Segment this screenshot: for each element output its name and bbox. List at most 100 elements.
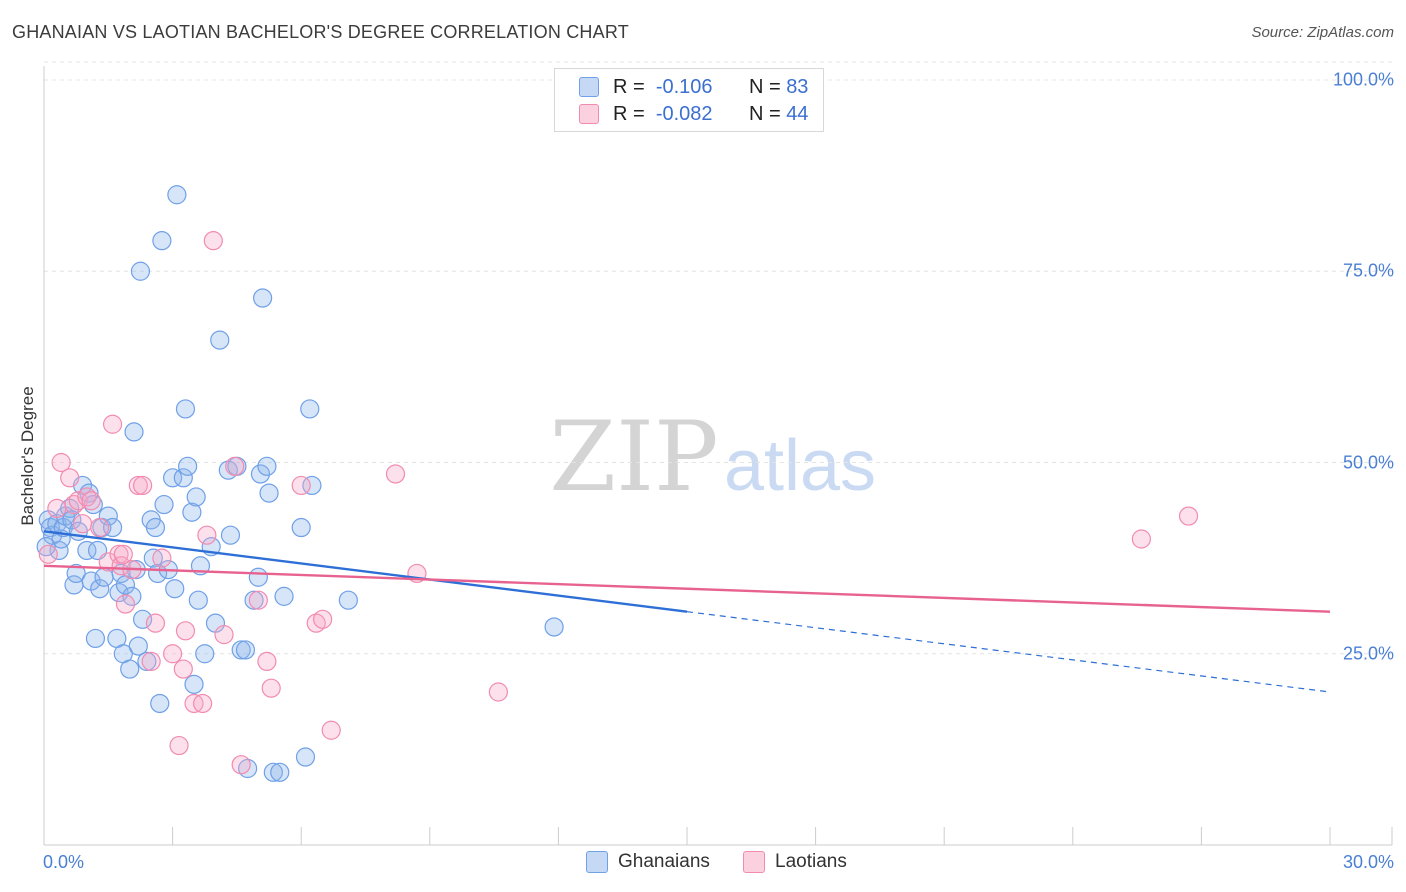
- point-ghanaians: [154, 494, 174, 515]
- point-laotians: [488, 682, 508, 702]
- point-laotians: [145, 613, 166, 633]
- y-tick-label: 50.0%: [1342, 452, 1394, 472]
- watermark-zip: ZIP: [549, 401, 718, 513]
- point-laotians: [248, 590, 268, 610]
- y-tick-label: 75.0%: [1342, 260, 1394, 281]
- legend-r-label: R =: [613, 102, 645, 125]
- point-laotians: [111, 556, 131, 576]
- point-laotians: [385, 464, 406, 484]
- legend-r-label: R =: [613, 75, 645, 98]
- y-tick-label: 25.0%: [1342, 643, 1394, 664]
- point-laotians: [47, 498, 67, 518]
- watermark-atlas: atlas: [724, 426, 876, 506]
- point-ghanaians: [152, 231, 172, 251]
- point-laotians: [175, 621, 196, 641]
- series-legend: Ghanaians Laotians: [0, 851, 1406, 877]
- point-laotians: [115, 594, 136, 614]
- point-laotians: [152, 548, 172, 568]
- point-ghanaians: [184, 674, 204, 694]
- point-laotians: [231, 755, 251, 775]
- point-ghanaians: [167, 185, 187, 205]
- point-ghanaians: [544, 617, 564, 637]
- point-laotians: [38, 544, 58, 564]
- source-label: Source: ZipAtlas.com: [1251, 24, 1394, 41]
- point-ghanaians: [175, 399, 196, 419]
- axes: [43, 66, 1393, 846]
- legend-n-value: 83: [786, 75, 809, 98]
- legend-row-laotians: R = -0.082 N = 44: [579, 101, 808, 127]
- point-laotians: [203, 231, 223, 251]
- point-ghanaians: [250, 464, 271, 484]
- point-laotians: [72, 514, 93, 534]
- point-laotians: [321, 720, 341, 740]
- point-ghanaians: [338, 590, 358, 610]
- point-ghanaians: [259, 483, 279, 503]
- point-laotians: [113, 544, 133, 564]
- point-ghanaians: [188, 590, 208, 610]
- point-ghanaians: [295, 747, 316, 767]
- point-ghanaians: [270, 762, 290, 782]
- point-laotians: [102, 414, 123, 434]
- legend-r-value: -0.082: [655, 102, 713, 125]
- point-ghanaians: [122, 586, 142, 606]
- data-points: [36, 185, 1199, 782]
- point-ghanaians: [85, 628, 106, 649]
- point-ghanaians: [163, 468, 183, 488]
- point-laotians: [261, 678, 281, 698]
- point-ghanaians: [120, 659, 140, 679]
- legend-r-value: -0.106: [655, 75, 713, 98]
- point-laotians: [60, 468, 80, 488]
- point-laotians: [291, 475, 311, 496]
- point-ghanaians: [257, 456, 277, 476]
- gridlines: [44, 61, 1392, 655]
- point-ghanaians: [195, 644, 215, 664]
- point-ghanaians: [130, 261, 151, 281]
- point-ghanaians: [235, 640, 256, 660]
- point-laotians: [1131, 529, 1151, 549]
- point-ghanaians: [300, 399, 320, 419]
- point-laotians: [81, 491, 101, 511]
- point-ghanaians: [49, 540, 69, 561]
- trend-lines: [43, 530, 1331, 693]
- point-laotians: [128, 475, 148, 496]
- point-ghanaians: [36, 537, 56, 557]
- point-ghanaians: [62, 510, 82, 530]
- point-ghanaians: [109, 582, 129, 603]
- point-laotians: [193, 693, 213, 714]
- watermark: ZIP atlas: [549, 401, 876, 513]
- legend-swatch-pink: [579, 104, 599, 124]
- point-laotians: [197, 525, 217, 545]
- point-ghanaians: [145, 517, 166, 538]
- legend-row-ghanaians: R = -0.106 N = 83: [579, 74, 808, 100]
- stats-legend: R = -0.106 N = 83 R = -0.082 N = 44: [554, 68, 824, 132]
- point-ghanaians: [274, 586, 294, 606]
- point-ghanaians: [90, 579, 110, 599]
- point-ghanaians: [302, 475, 322, 496]
- point-ghanaians: [231, 640, 251, 660]
- point-laotians: [51, 452, 71, 473]
- series-swatch-pink: [743, 851, 765, 873]
- point-laotians: [163, 644, 183, 664]
- point-laotians: [225, 456, 245, 476]
- point-laotians: [257, 651, 277, 672]
- point-ghanaians: [124, 422, 144, 442]
- point-laotians: [214, 625, 234, 645]
- point-ghanaians: [248, 567, 268, 587]
- legend-n-label: N =: [748, 75, 781, 98]
- point-laotians: [98, 552, 118, 572]
- point-ghanaians: [178, 456, 198, 476]
- series-legend-label: Ghanaians: [618, 851, 710, 872]
- x-tick-label-max: 30.0%: [1342, 852, 1394, 872]
- series-swatch-blue: [586, 851, 608, 873]
- chart-title: GHANAIAN VS LAOTIAN BACHELOR'S DEGREE CO…: [12, 22, 629, 42]
- series-legend-ghanaians[interactable]: Ghanaians: [586, 851, 710, 873]
- trend-line-ghanaians: [43, 530, 688, 613]
- series-legend-laotians[interactable]: Laotians: [743, 851, 847, 873]
- point-ghanaians: [253, 288, 273, 308]
- point-ghanaians: [244, 590, 264, 610]
- trend-line-laotians: [43, 564, 1331, 613]
- point-ghanaians: [220, 525, 241, 545]
- point-laotians: [132, 475, 153, 496]
- point-ghanaians: [132, 609, 153, 629]
